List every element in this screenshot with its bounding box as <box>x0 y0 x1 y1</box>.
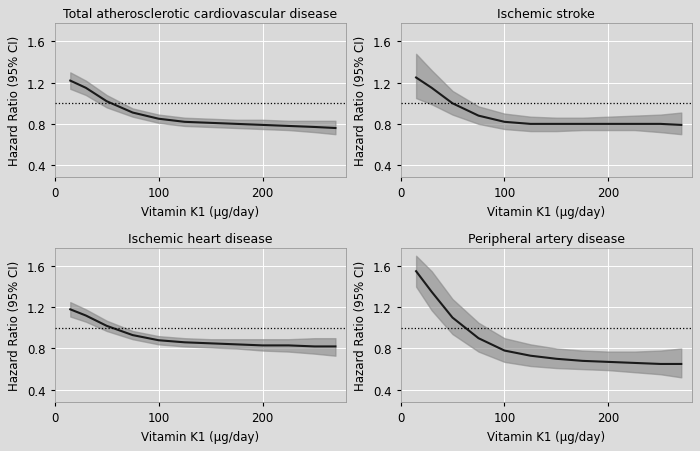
Y-axis label: Hazard Ratio (95% CI): Hazard Ratio (95% CI) <box>354 36 368 166</box>
Y-axis label: Hazard Ratio (95% CI): Hazard Ratio (95% CI) <box>354 260 368 390</box>
Title: Ischemic stroke: Ischemic stroke <box>497 8 595 21</box>
X-axis label: Vitamin K1 (μg/day): Vitamin K1 (μg/day) <box>141 430 259 443</box>
X-axis label: Vitamin K1 (μg/day): Vitamin K1 (μg/day) <box>487 430 605 443</box>
Title: Total atherosclerotic cardiovascular disease: Total atherosclerotic cardiovascular dis… <box>63 8 337 21</box>
Y-axis label: Hazard Ratio (95% CI): Hazard Ratio (95% CI) <box>8 36 21 166</box>
Title: Peripheral artery disease: Peripheral artery disease <box>468 232 624 245</box>
X-axis label: Vitamin K1 (μg/day): Vitamin K1 (μg/day) <box>141 206 259 219</box>
Y-axis label: Hazard Ratio (95% CI): Hazard Ratio (95% CI) <box>8 260 21 390</box>
X-axis label: Vitamin K1 (μg/day): Vitamin K1 (μg/day) <box>487 206 605 219</box>
Title: Ischemic heart disease: Ischemic heart disease <box>128 232 272 245</box>
